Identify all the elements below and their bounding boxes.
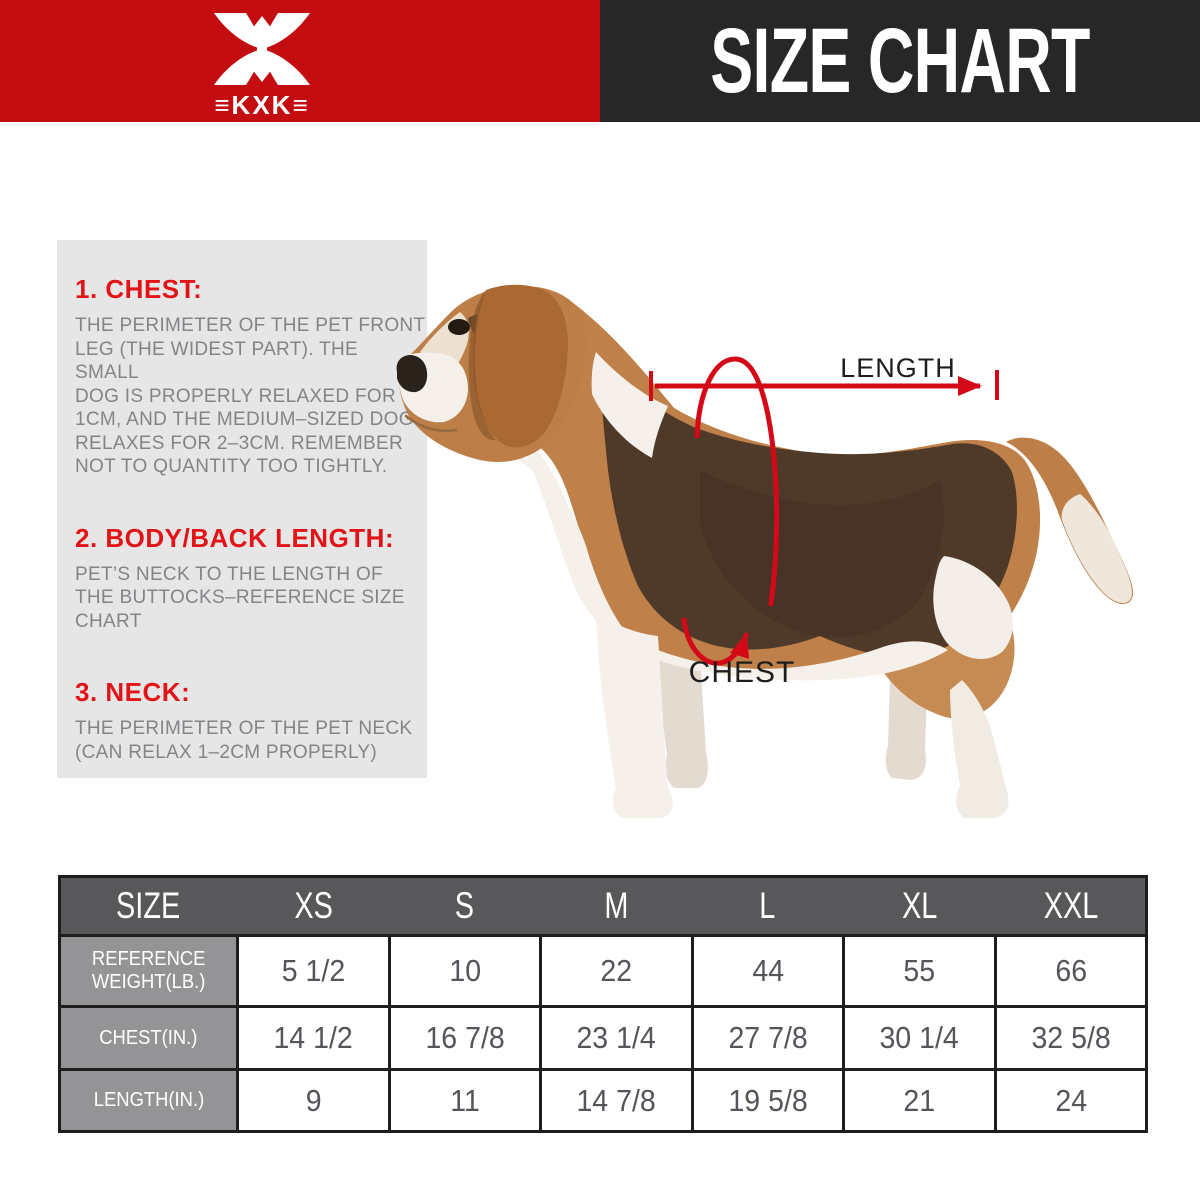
instruction-section-body-length: 2. BODY/BACK LENGTH: PET’S NECK TO THE L… — [75, 523, 427, 634]
col-header-s: S — [455, 885, 475, 926]
section-heading: 3. NECK: — [75, 677, 191, 707]
col-header-xl: XL — [901, 885, 937, 926]
row-label-weight: REFERENCE WEIGHT(LB.) — [61, 937, 236, 1005]
table-cell: 55 — [845, 937, 994, 1005]
table-cell: 9 — [239, 1071, 388, 1130]
table-cell: 24 — [996, 1071, 1145, 1130]
logo-text: ≡KXK≡ — [214, 90, 310, 120]
table-cell: 10 — [390, 937, 539, 1005]
chest-label: CHEST — [689, 656, 796, 689]
chest-curve-arrow — [681, 617, 750, 666]
table-cell: 14 7/8 — [542, 1071, 691, 1130]
kxk-logo: ≡KXK≡ — [162, 7, 362, 118]
kxk-emblem-icon — [214, 13, 310, 85]
size-table-body: REFERENCE WEIGHT(LB.) 5 1/2 10 22 44 55 … — [61, 937, 1145, 1130]
table-cell: 44 — [693, 937, 842, 1005]
table-cell: 27 7/8 — [693, 1008, 842, 1068]
title-dark-panel: SIZE CHART — [600, 0, 1200, 122]
section-body: THE PERIMETER OF THE PET FRONT LEG (THE … — [75, 315, 426, 477]
row-label-chest: CHEST(IN.) — [61, 1008, 236, 1068]
header: ≡KXK≡ SIZE CHART — [0, 0, 1200, 122]
page-title: SIZE CHART — [710, 9, 1090, 112]
table-cell: 11 — [390, 1071, 539, 1130]
col-header-l: L — [759, 885, 776, 926]
table-cell: 23 1/4 — [542, 1008, 691, 1068]
chest-girth-arc — [694, 356, 780, 607]
measurement-annotations: LENGTH CHEST — [649, 353, 999, 689]
col-header-m: M — [604, 885, 629, 926]
table-cell: 22 — [542, 937, 691, 1005]
instruction-section-chest: 1. CHEST: THE PERIMETER OF THE PET FRONT… — [75, 274, 427, 479]
table-cell: 66 — [996, 937, 1145, 1005]
table-cell: 14 1/2 — [239, 1008, 388, 1068]
table-cell: 21 — [845, 1071, 994, 1130]
length-label: LENGTH — [840, 353, 956, 383]
section-body: THE PERIMETER OF THE PET NECK (CAN RELAX… — [75, 718, 413, 763]
size-table: SIZE XS S M L XL XXL REFERENCE WEIGHT(LB… — [58, 875, 1148, 1133]
brand-red-panel: ≡KXK≡ — [0, 0, 600, 122]
section-body: PET’S NECK TO THE LENGTH OF THE BUTTOCKS… — [75, 563, 405, 632]
col-header-size: SIZE — [116, 885, 181, 926]
table-cell: 30 1/4 — [845, 1008, 994, 1068]
row-label-length: LENGTH(IN.) — [61, 1071, 236, 1130]
section-heading: 2. BODY/BACK LENGTH: — [75, 522, 395, 553]
col-header-xxl: XXL — [1043, 885, 1099, 926]
table-cell: 19 5/8 — [693, 1071, 842, 1130]
instruction-section-neck: 3. NECK: THE PERIMETER OF THE PET NECK (… — [75, 677, 427, 764]
table-cell: 32 5/8 — [996, 1008, 1145, 1068]
table-cell: 16 7/8 — [390, 1008, 539, 1068]
measurement-instructions-panel: 1. CHEST: THE PERIMETER OF THE PET FRONT… — [57, 240, 427, 778]
col-header-xs: XS — [293, 885, 333, 926]
table-cell: 5 1/2 — [239, 937, 388, 1005]
section-heading: 1. CHEST: — [75, 274, 203, 304]
size-table-header-row: SIZE XS S M L XL XXL — [61, 878, 1145, 934]
dog-illustration — [396, 284, 1134, 818]
